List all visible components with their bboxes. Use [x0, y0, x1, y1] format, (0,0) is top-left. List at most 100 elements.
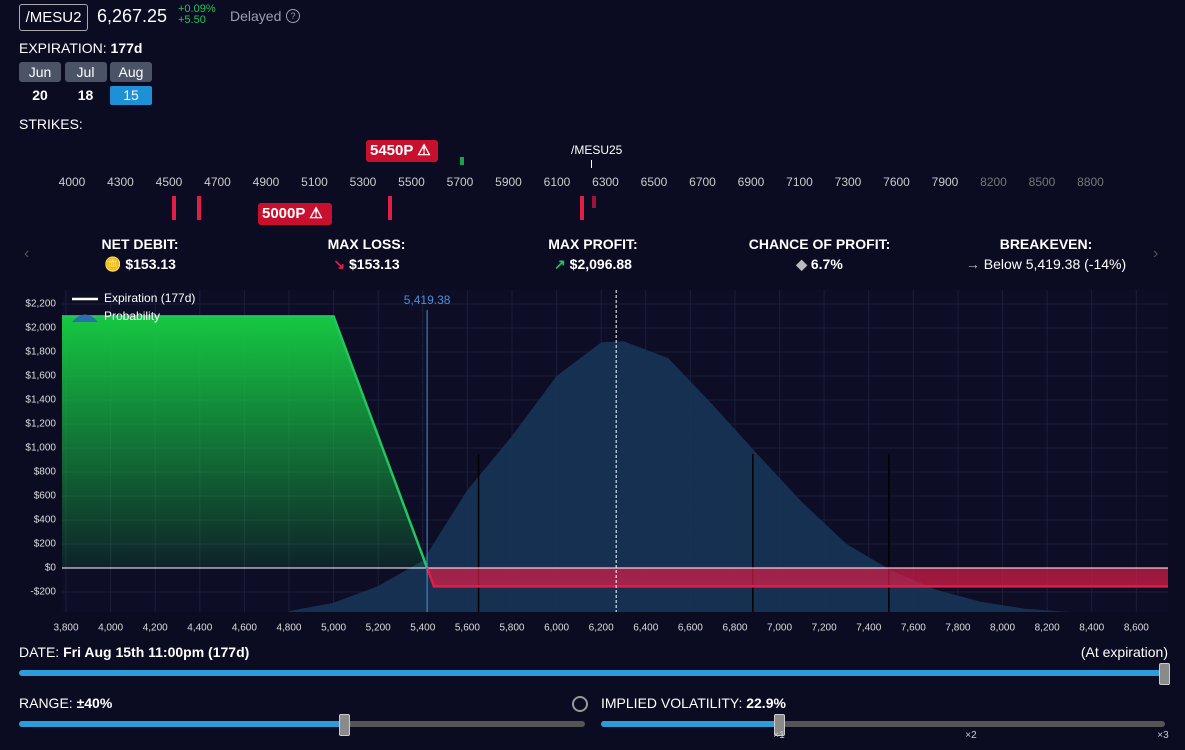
legend-label: Expiration (177d): [104, 291, 195, 305]
help-icon[interactable]: ?: [286, 9, 300, 23]
stat-icon: 🪙: [104, 256, 126, 272]
y-tick-label: $1,800: [25, 347, 56, 358]
strike-tick-label[interactable]: 5100: [301, 175, 328, 189]
x-tick-label: 5,800: [499, 623, 524, 634]
stat-text: $2,096.88: [569, 256, 632, 272]
stat-value: ◆ 6.7%: [710, 256, 930, 273]
slider-handle[interactable]: [339, 714, 350, 736]
chart: 3,800 4,000 4,200 4,400 4,600 4,800 5,000 5,200…: [25, 290, 1168, 634]
stat-label: MAX PROFIT:: [548, 236, 638, 252]
leg-label: 5450P: [370, 142, 414, 159]
strike-tick-label[interactable]: 8800: [1077, 175, 1104, 189]
x-tick-label: 6,600: [678, 623, 703, 634]
y-tick-label: $200: [34, 539, 57, 550]
x-tick-label: 8,200: [1035, 623, 1060, 634]
stat: MAX LOSS: ↘ $153.13: [257, 236, 477, 273]
x-tick-label: 7,200: [812, 623, 837, 634]
stat-label: BREAKEVEN:: [999, 236, 1093, 252]
date: DATE: Fri Aug 15th 11:00pm (177d): [19, 644, 249, 660]
strike-tick-label[interactable]: 6300: [592, 175, 619, 189]
strike-tick-label[interactable]: 5300: [349, 175, 377, 189]
prev-arrow[interactable]: ‹: [24, 245, 30, 262]
x-tick-label: 4,800: [276, 623, 301, 634]
strike-pointer: [591, 160, 592, 168]
next-arrow[interactable]: ›: [1153, 245, 1159, 262]
legend-swatch: [72, 314, 98, 322]
day-tab[interactable]: 18: [77, 87, 94, 103]
underlying-label: /MESU25: [571, 143, 623, 157]
x-tick-label: 8,000: [990, 623, 1015, 634]
leg-label: 5000P: [262, 205, 306, 222]
x-tick-label: 6,000: [544, 623, 569, 634]
x-tick-label: 4,200: [143, 623, 168, 634]
stat-text: Below 5,419.38 (-14%): [983, 256, 1127, 272]
probability-area: [288, 341, 1070, 612]
strike-tick-label[interactable]: 7600: [883, 175, 910, 189]
leg-tag[interactable]: 5000P ⚠: [258, 203, 332, 225]
strike-tick-label[interactable]: 4500: [155, 175, 183, 189]
strike-tick-label[interactable]: 5700: [446, 175, 474, 189]
strike-tick-label[interactable]: 4000: [58, 175, 86, 189]
strike-tick-label[interactable]: 4300: [107, 175, 134, 189]
strike-tick-label[interactable]: 5900: [495, 175, 522, 189]
x-tick-label: 7,000: [767, 623, 792, 634]
expiration-line: [425, 567, 1168, 588]
volatility: IMPLIED VOLATILITY: 22.9%: [601, 695, 786, 711]
legend-label: Probability: [104, 309, 160, 323]
month-tab[interactable]: Jun: [19, 62, 61, 82]
day-tab[interactable]: 20: [32, 87, 48, 103]
stat-icon: ↗: [554, 256, 570, 272]
volatility-tick: ×1: [773, 730, 785, 741]
strike-marker: [460, 157, 464, 165]
stat-label: CHANCE OF PROFIT:: [748, 236, 891, 252]
stat-text: 6.7%: [810, 256, 843, 272]
strike-tick-label[interactable]: 6900: [737, 175, 765, 189]
strike-tick-label[interactable]: 6500: [640, 175, 668, 189]
stat-value: ↗ $2,096.88: [483, 256, 703, 273]
stat-value: ↘ $153.13: [257, 256, 477, 273]
volatility-slider[interactable]: [601, 721, 1165, 727]
slider-handle[interactable]: [1159, 663, 1170, 685]
x-tick-label: 7,400: [856, 623, 881, 634]
stat: CHANCE OF PROFIT: ◆ 6.7%: [710, 236, 930, 273]
date-label: DATE:: [19, 644, 60, 660]
stat-icon: →: [965, 256, 984, 272]
expiration: EXPIRATION: 177d: [19, 40, 142, 56]
strike-tick-label[interactable]: 8200: [980, 175, 1007, 189]
x-tick-label: 3,800: [53, 623, 78, 634]
strike-marker: [388, 196, 392, 220]
range: RANGE: ±40%: [19, 695, 112, 711]
x-tick-label: 4,600: [232, 623, 257, 634]
y-tick-label: $800: [34, 467, 57, 478]
x-tick-label: 5,000: [321, 623, 346, 634]
strike-tick-label[interactable]: 7900: [931, 175, 959, 189]
strike-tick-label[interactable]: 8500: [1028, 175, 1056, 189]
strike-tick-label[interactable]: 7300: [834, 175, 862, 189]
strike-tick-label[interactable]: 6100: [543, 175, 571, 189]
strike-tick-label[interactable]: 4900: [252, 175, 280, 189]
x-tick-label: 6,400: [633, 623, 658, 634]
x-tick-label: 7,800: [945, 623, 970, 634]
strike-tick-label[interactable]: 5500: [398, 175, 425, 189]
x-tick-label: 6,200: [589, 623, 614, 634]
volatility-label: IMPLIED VOLATILITY:: [601, 695, 743, 711]
month-tab[interactable]: Aug: [110, 62, 152, 82]
symbol[interactable]: /MESU2: [19, 4, 88, 31]
leg-tag[interactable]: 5450P ⚠: [366, 140, 438, 162]
y-tick-label: $2,200: [25, 299, 56, 310]
x-tick-label: 5,200: [366, 623, 391, 634]
y-tick-label: $2,000: [25, 323, 56, 334]
strike-tick-label[interactable]: 6700: [689, 175, 716, 189]
volatility-tick: ×2: [965, 730, 977, 741]
range-value: ±40%: [76, 695, 113, 711]
date-slider[interactable]: [19, 670, 1164, 676]
stat-icon: ↘: [333, 256, 349, 272]
loss-area: [62, 567, 1168, 587]
month-tab[interactable]: Jul: [64, 62, 107, 82]
strike-tick-label[interactable]: 4700: [204, 175, 231, 189]
day-tab[interactable]: 15: [110, 86, 152, 105]
slider-handle[interactable]: [774, 714, 785, 736]
strike-tick-label[interactable]: 7100: [786, 175, 813, 189]
reset-icon[interactable]: [572, 696, 588, 712]
